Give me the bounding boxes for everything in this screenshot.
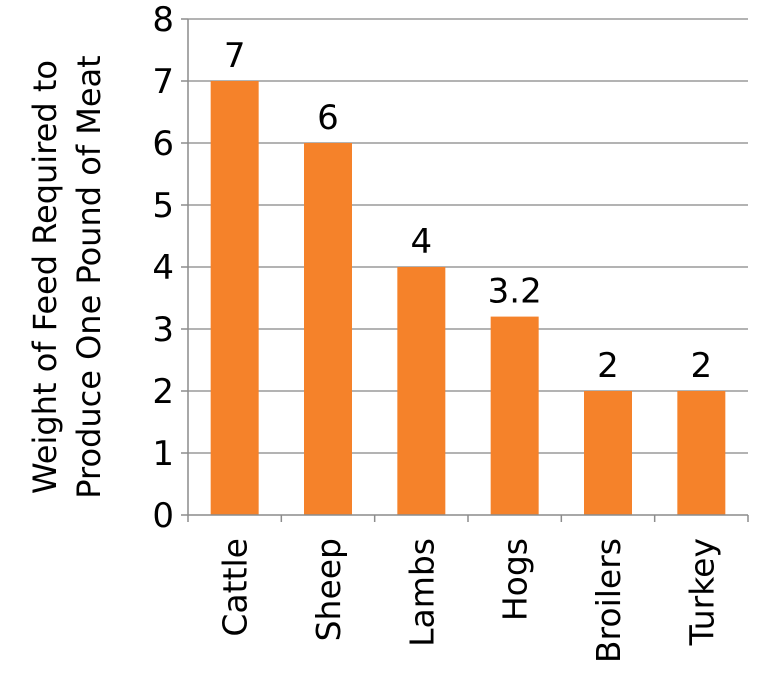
- y-axis-title-line-1: Weight of Feed Required to: [26, 60, 64, 494]
- labels: 0 1 2 3 4 5 6 7 8 7 Cattle 6 Sheep 4 Lambs 3.2 Hogs 2 Broi…: [152, 0, 721, 663]
- x-tick-label-cattle: Cattle: [216, 538, 255, 637]
- x-tick-label-turkey: Turkey: [682, 538, 721, 646]
- data-label-cattle: 7: [224, 36, 246, 76]
- x-tick-label-broilers: Broilers: [589, 538, 628, 663]
- data-label-sheep: 6: [317, 98, 339, 138]
- bar-hogs: [490, 316, 539, 515]
- y-tick-label: 8: [152, 0, 174, 40]
- axes: [181, 18, 749, 522]
- y-tick-label: 4: [152, 248, 174, 288]
- data-label-turkey: 2: [691, 346, 713, 386]
- bar-turkey: [677, 391, 726, 515]
- y-tick-label: 7: [152, 62, 174, 102]
- data-label-hogs: 3.2: [488, 272, 542, 312]
- y-tick-label: 3: [152, 310, 174, 350]
- x-tick-label-lambs: Lambs: [402, 538, 441, 647]
- bar-sheep: [304, 143, 352, 515]
- y-tick-label: 2: [152, 372, 174, 412]
- y-axis-title-line-2: Produce One Pound of Meat: [70, 55, 108, 498]
- y-tick-label: 1: [152, 434, 174, 474]
- bar-broilers: [584, 391, 632, 515]
- data-label-broilers: 2: [597, 346, 619, 386]
- y-tick-label: 5: [152, 186, 174, 226]
- x-tick-label-hogs: Hogs: [496, 538, 535, 621]
- gridlines: [188, 18, 748, 454]
- x-tick-label-sheep: Sheep: [309, 538, 348, 641]
- bar-lambs: [397, 267, 446, 515]
- data-label-lambs: 4: [411, 222, 433, 262]
- bar-cattle: [210, 81, 259, 515]
- bars: [210, 81, 726, 515]
- y-tick-label: 6: [152, 124, 174, 164]
- y-tick-label: 0: [152, 496, 174, 536]
